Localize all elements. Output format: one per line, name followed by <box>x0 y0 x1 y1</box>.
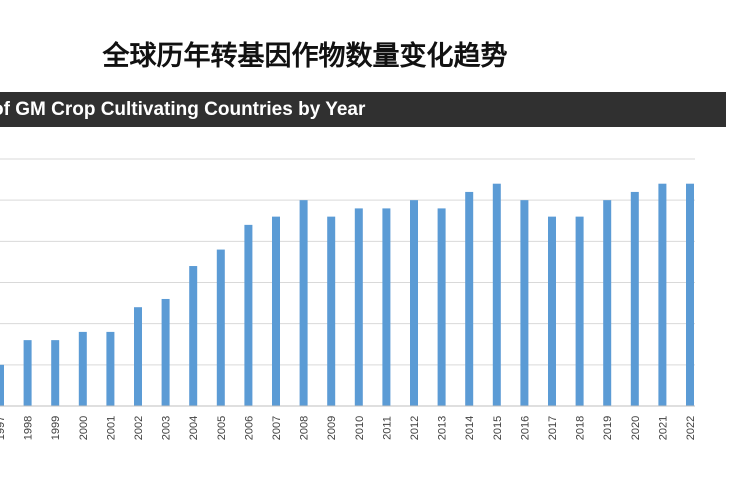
bar-2000 <box>78 331 87 406</box>
chart-title-banner: of GM Crop Cultivating Countries by Year <box>0 92 726 127</box>
x-tick-label: 2008 <box>299 416 311 440</box>
x-tick-label: 2014 <box>464 416 476 440</box>
bar-2007 <box>272 216 280 406</box>
x-tick-label: 2013 <box>437 416 449 440</box>
bar-2013 <box>437 208 446 406</box>
bar-2002 <box>134 307 142 406</box>
x-tick-label: 2007 <box>271 416 283 440</box>
bar-2016 <box>520 200 529 406</box>
x-tick-label: 2019 <box>602 416 614 440</box>
x-tick-label: 2011 <box>381 416 393 440</box>
x-tick-label: 2021 <box>657 416 669 440</box>
bar-chart: 1997 1998 1999 2000 2001 2002 2003 2004 2005 2006… <box>0 158 697 440</box>
x-tick-labels: 1997 1998 1999 2000 2001 2002 2003 2004 2005 2006… <box>0 416 697 440</box>
x-tick-label: 2006 <box>243 416 255 440</box>
bar-2001 <box>106 331 115 406</box>
bar-2006 <box>244 224 253 406</box>
bar-2021 <box>658 183 667 406</box>
chart-title: of GM Crop Cultivating Countries by Year <box>0 99 366 120</box>
x-tick-label: 2009 <box>326 416 338 440</box>
bar-1999 <box>51 340 60 406</box>
x-tick-label: 2018 <box>575 416 587 440</box>
bar-1997 <box>0 364 4 406</box>
bar-2015 <box>492 183 501 406</box>
bar-2019 <box>603 200 612 406</box>
bar-1998 <box>23 340 32 406</box>
x-tick-label: 2005 <box>216 416 228 440</box>
page-title: 全球历年转基因作物数量变化趋势 <box>102 41 508 72</box>
bar-2017 <box>548 216 556 406</box>
x-tick-label: 2004 <box>188 416 200 440</box>
bar-2008 <box>299 200 308 406</box>
bar-2003 <box>161 298 170 406</box>
bar-2009 <box>327 216 336 406</box>
bars <box>0 183 694 406</box>
bar-2011 <box>382 208 391 406</box>
bar-2005 <box>216 249 225 406</box>
x-tick-label: 2002 <box>133 416 145 440</box>
x-tick-label: 2020 <box>630 416 642 440</box>
gridlines <box>0 158 695 366</box>
bar-2020 <box>630 191 639 406</box>
x-tick-label: 1999 <box>50 416 62 440</box>
x-tick-label: 2022 <box>685 416 697 440</box>
x-tick-label: 2017 <box>547 416 559 440</box>
bar-2018 <box>575 216 584 406</box>
bar-2014 <box>465 191 474 406</box>
bar-2022 <box>686 183 694 406</box>
x-tick-label: 2016 <box>519 416 531 440</box>
x-tick-label: 2000 <box>78 416 90 440</box>
x-tick-label: 2010 <box>354 416 366 440</box>
x-tick-label: 2012 <box>409 416 421 440</box>
bar-2010 <box>354 208 363 406</box>
bar-2004 <box>189 266 198 406</box>
x-tick-label: 2015 <box>492 416 504 440</box>
x-tick-label: 1998 <box>23 416 35 440</box>
x-tick-label: 2001 <box>105 416 117 440</box>
x-tick-label: 2003 <box>161 416 173 440</box>
bar-2012 <box>410 200 418 406</box>
x-tick-label: 1997 <box>0 416 7 440</box>
